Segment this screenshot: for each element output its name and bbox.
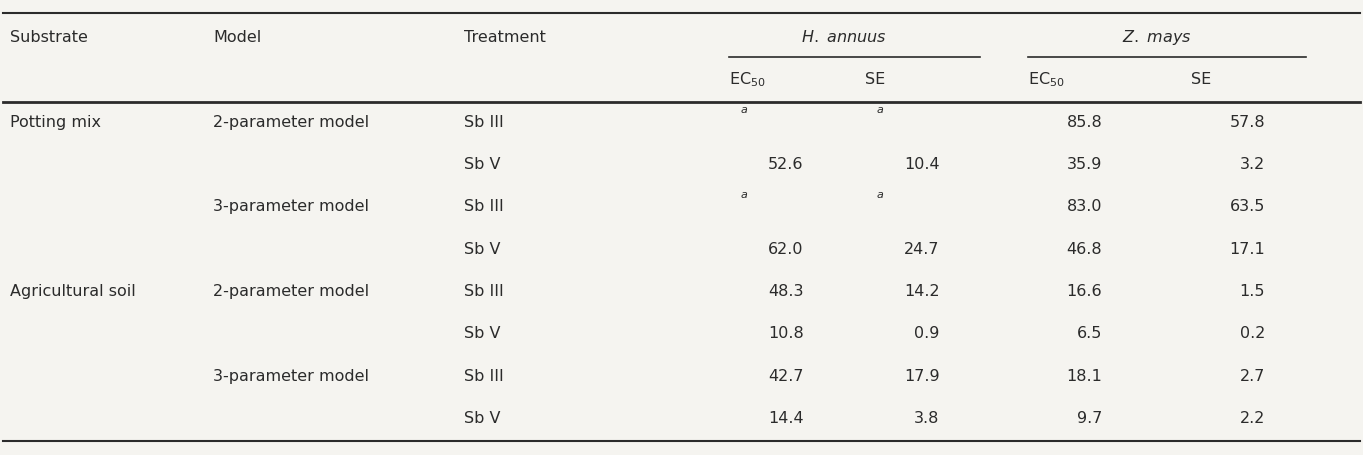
Text: $^{a}$: $^{a}$ <box>875 191 883 206</box>
Text: Agricultural soil: Agricultural soil <box>10 283 135 298</box>
Text: 83.0: 83.0 <box>1067 199 1103 214</box>
Text: Sb III: Sb III <box>465 283 504 298</box>
Text: 0.2: 0.2 <box>1240 326 1265 341</box>
Text: 63.5: 63.5 <box>1229 199 1265 214</box>
Text: $\mathit{Z.\ mays}$: $\mathit{Z.\ mays}$ <box>1122 28 1191 47</box>
Text: 85.8: 85.8 <box>1067 114 1103 129</box>
Text: 10.4: 10.4 <box>904 157 939 172</box>
Text: 35.9: 35.9 <box>1067 157 1103 172</box>
Text: 42.7: 42.7 <box>769 368 804 383</box>
Text: Substrate: Substrate <box>10 30 87 45</box>
Text: 2.2: 2.2 <box>1240 410 1265 425</box>
Text: Treatment: Treatment <box>465 30 547 45</box>
Text: Model: Model <box>213 30 262 45</box>
Text: Sb III: Sb III <box>465 368 504 383</box>
Text: 48.3: 48.3 <box>769 283 804 298</box>
Text: 3-parameter model: 3-parameter model <box>213 199 369 214</box>
Text: $^{a}$: $^{a}$ <box>875 106 883 121</box>
Text: 52.6: 52.6 <box>769 157 804 172</box>
Text: 1.5: 1.5 <box>1240 283 1265 298</box>
Text: 62.0: 62.0 <box>769 241 804 256</box>
Text: 14.4: 14.4 <box>767 410 804 425</box>
Text: EC$_{50}$: EC$_{50}$ <box>729 71 766 89</box>
Text: Potting mix: Potting mix <box>10 114 101 129</box>
Text: 17.9: 17.9 <box>904 368 939 383</box>
Text: 2.7: 2.7 <box>1240 368 1265 383</box>
Text: EC$_{50}$: EC$_{50}$ <box>1028 71 1065 89</box>
Text: Sb V: Sb V <box>465 157 500 172</box>
Text: Sb V: Sb V <box>465 326 500 341</box>
Text: Sb III: Sb III <box>465 199 504 214</box>
Text: 18.1: 18.1 <box>1066 368 1103 383</box>
Text: Sb III: Sb III <box>465 114 504 129</box>
Text: SE: SE <box>864 72 885 87</box>
Text: 2-parameter model: 2-parameter model <box>213 283 369 298</box>
Text: $^{a}$: $^{a}$ <box>740 106 748 121</box>
Text: 6.5: 6.5 <box>1077 326 1103 341</box>
Text: 3.8: 3.8 <box>915 410 939 425</box>
Text: 3-parameter model: 3-parameter model <box>213 368 369 383</box>
Text: 3.2: 3.2 <box>1240 157 1265 172</box>
Text: 16.6: 16.6 <box>1067 283 1103 298</box>
Text: 10.8: 10.8 <box>767 326 804 341</box>
Text: 57.8: 57.8 <box>1229 114 1265 129</box>
Text: 46.8: 46.8 <box>1067 241 1103 256</box>
Text: 9.7: 9.7 <box>1077 410 1103 425</box>
Text: 0.9: 0.9 <box>915 326 939 341</box>
Text: $\mathit{H.\ annuus}$: $\mathit{H.\ annuus}$ <box>801 30 887 46</box>
Text: $^{a}$: $^{a}$ <box>740 191 748 206</box>
Text: SE: SE <box>1190 72 1210 87</box>
Text: Sb V: Sb V <box>465 410 500 425</box>
Text: 2-parameter model: 2-parameter model <box>213 114 369 129</box>
Text: 17.1: 17.1 <box>1229 241 1265 256</box>
Text: Sb V: Sb V <box>465 241 500 256</box>
Text: 14.2: 14.2 <box>904 283 939 298</box>
Text: 24.7: 24.7 <box>904 241 939 256</box>
